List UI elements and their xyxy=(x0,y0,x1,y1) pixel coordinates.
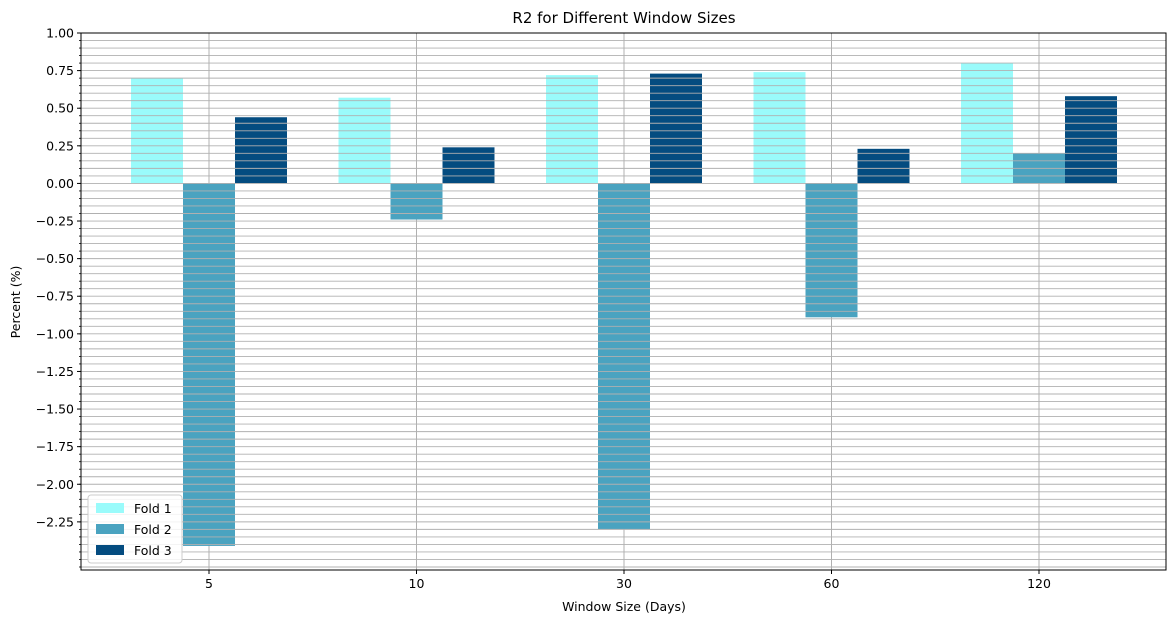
x-axis-ticks: 5 10 30 60 120 xyxy=(205,570,1051,591)
bar-fold-2-60 xyxy=(805,183,858,318)
legend-swatch xyxy=(96,545,124,555)
y-tick-label: −1.75 xyxy=(36,439,74,454)
x-tick-label: 30 xyxy=(616,576,632,591)
y-tick-label: 0.25 xyxy=(46,138,74,153)
bar-fold-1-30 xyxy=(546,75,598,184)
bar-fold-2-10 xyxy=(390,183,443,220)
y-tick-label: −1.50 xyxy=(36,402,74,417)
bar-fold-3-60 xyxy=(857,148,910,184)
legend: Fold 1 Fold 2 Fold 3 xyxy=(87,494,183,564)
x-tick-label: 10 xyxy=(409,576,425,591)
legend-label: Fold 1 xyxy=(134,501,172,516)
bar-fold-3-5 xyxy=(235,117,287,184)
bar-fold-1-10 xyxy=(338,97,391,184)
legend-swatch xyxy=(96,524,124,534)
x-axis-title: Window Size (Days) xyxy=(562,599,686,614)
y-tick-label: −2.00 xyxy=(36,477,74,492)
y-tick-label: −0.50 xyxy=(36,251,74,266)
x-tick-label: 5 xyxy=(205,576,213,591)
bar-fold-3-10 xyxy=(442,147,495,184)
bar-fold-3-120 xyxy=(1065,96,1117,184)
y-tick-label: −0.75 xyxy=(36,289,74,304)
y-tick-label: 1.00 xyxy=(46,26,74,41)
y-tick-label: −1.00 xyxy=(36,326,74,341)
legend-swatch xyxy=(96,503,124,513)
y-tick-label: −1.25 xyxy=(36,364,74,379)
horizontal-grid-overlay xyxy=(81,32,1166,568)
bar-fold-3-30 xyxy=(650,73,702,184)
y-tick-label: −0.25 xyxy=(36,214,74,229)
y-tick-label: 0.50 xyxy=(46,101,74,116)
y-tick-label: −2.25 xyxy=(36,514,74,529)
bar-fold-1-60 xyxy=(753,72,806,184)
y-tick-label: 0.75 xyxy=(46,63,74,78)
legend-label: Fold 3 xyxy=(134,543,172,558)
y-axis-title: Percent (%) xyxy=(8,266,23,339)
y-tick-label: 0.00 xyxy=(46,176,74,191)
y-axis-ticks: 1.00 0.75 0.50 0.25 0.00 −0.25 −0.50 −0.75 −1.00… xyxy=(36,26,81,568)
x-tick-label: 60 xyxy=(824,576,840,591)
x-tick-label: 120 xyxy=(1027,576,1051,591)
legend-label: Fold 2 xyxy=(134,522,172,537)
chart-title: R2 for Different Window Sizes xyxy=(512,9,735,27)
